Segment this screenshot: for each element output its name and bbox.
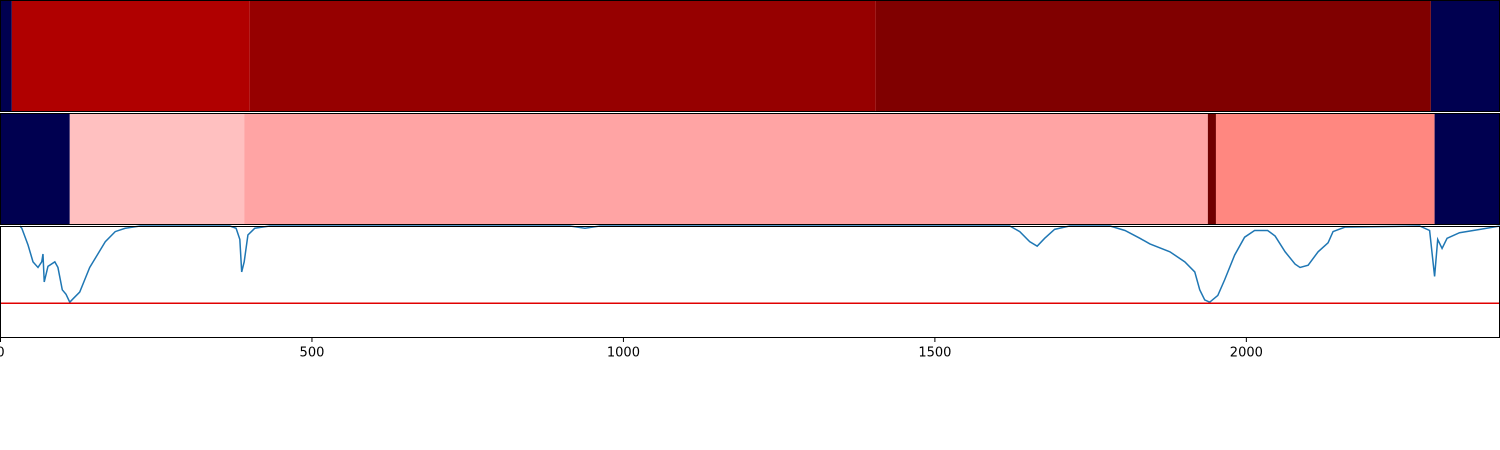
x-tick-label: 1000: [607, 346, 640, 361]
x-tick-label: 0: [0, 346, 5, 361]
strip-segment: [1215, 113, 1435, 225]
strip-segment: [0, 0, 12, 112]
strip-segment: [69, 113, 245, 225]
strip-segment: [875, 0, 1431, 112]
x-tick-label: 500: [300, 346, 325, 361]
strip-segment: [244, 113, 1208, 225]
strip-segment: [1207, 113, 1216, 225]
panel-frame: [0, 226, 1500, 338]
strip-segment: [249, 0, 876, 112]
x-tick-label: 1500: [918, 346, 951, 361]
strip-segment: [11, 0, 250, 112]
line-series: [19, 225, 1500, 304]
strip-segment: [1434, 113, 1500, 225]
strip-segment: [1430, 0, 1500, 112]
x-tick-label: 2000: [1230, 346, 1263, 361]
strip-segment: [0, 113, 70, 225]
